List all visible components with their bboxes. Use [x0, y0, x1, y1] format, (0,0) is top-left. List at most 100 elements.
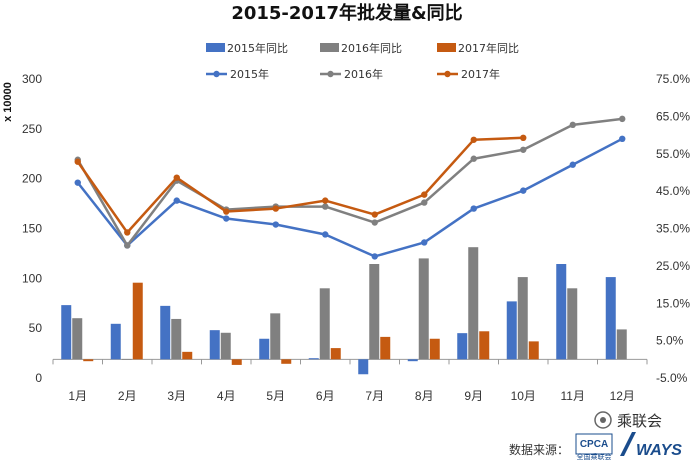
y-left-tick-label: 0 — [35, 371, 42, 385]
point-2015年 — [322, 231, 329, 238]
point-2015年 — [74, 179, 81, 186]
bar-2015年同比 — [407, 359, 418, 362]
bar-2017年同比 — [182, 351, 193, 360]
point-2017年 — [322, 197, 329, 204]
bar-2017年同比 — [429, 338, 440, 360]
legend-label-2015年同比: 2015年同比 — [227, 41, 288, 55]
y-left-tick-label: 250 — [22, 122, 42, 136]
line-series-group — [74, 115, 626, 260]
bar-2016年同比 — [468, 247, 479, 360]
point-2017年 — [173, 174, 180, 181]
y-right-tick-label: 65.0% — [656, 109, 690, 123]
point-2016年 — [322, 203, 329, 210]
y-right-tick-label: 75.0% — [656, 72, 690, 86]
point-2017年 — [470, 136, 477, 143]
y-right-tick-label: 5.0% — [656, 334, 684, 348]
y-left-tick-label: 200 — [22, 172, 42, 186]
legend-label-2017年同比: 2017年同比 — [458, 41, 519, 55]
legend-swatch-2016年同比 — [320, 43, 339, 52]
bar-2015年同比 — [160, 305, 171, 360]
legend-marker-2015年 — [213, 70, 220, 78]
bar-2015年同比 — [556, 264, 567, 360]
x-tick-label: 10月 — [511, 389, 536, 403]
point-2015年 — [272, 221, 279, 228]
point-2016年 — [124, 242, 131, 249]
ways-logo: WAYS — [620, 432, 682, 459]
ways-logo-mark — [620, 432, 636, 456]
bar-2016年同比 — [369, 264, 380, 360]
point-2017年 — [74, 158, 81, 165]
bar-2016年同比 — [171, 318, 182, 360]
wechat-icon — [594, 411, 612, 429]
point-2015年 — [470, 205, 477, 212]
axes: 0 50 100 150 200 250 300 -5.0% 5.0% 15.0% 25.0% 35.… — [22, 72, 690, 403]
y-axis-unit-label: x 10000 — [2, 82, 14, 122]
legend-label-2016年: 2016年 — [344, 67, 383, 81]
y-left-tick-label: 100 — [22, 271, 42, 285]
legend-label-2016年同比: 2016年同比 — [341, 41, 402, 55]
x-tick-label: 8月 — [415, 389, 434, 403]
x-tick-label: 11月 — [561, 389, 585, 403]
x-tick-label: 5月 — [266, 389, 285, 403]
bar-2016年同比 — [270, 313, 281, 360]
point-2017年 — [520, 134, 527, 142]
point-2015年 — [173, 197, 180, 204]
source-label: 数据来源： — [509, 442, 569, 457]
legend-marker-2016年 — [327, 70, 334, 78]
point-2015年 — [569, 161, 576, 168]
legend-swatch-2015年同比 — [206, 43, 225, 52]
bar-2016年同比 — [72, 318, 83, 360]
bar-2015年同比 — [358, 359, 369, 375]
x-tick-label: 3月 — [167, 389, 186, 403]
line-2016年 — [76, 117, 623, 247]
bar-2017年同比 — [330, 348, 341, 360]
point-2016年 — [520, 146, 527, 153]
x-tick-label: 12月 — [610, 389, 635, 403]
y-right-tick-label: -5.0% — [656, 371, 688, 385]
cpca-logo-text: CPCA — [580, 439, 608, 450]
bar-2017年同比 — [380, 336, 391, 360]
wechat-brand: 乘联会 — [594, 411, 662, 430]
point-2015年 — [520, 187, 527, 194]
bar-series-group — [61, 247, 627, 375]
point-2017年 — [272, 205, 279, 212]
bar-2015年同比 — [605, 277, 616, 360]
point-2016年 — [619, 115, 626, 123]
point-2017年 — [124, 229, 131, 236]
bar-2016年同比 — [121, 358, 132, 360]
y-right-tick-label: 45.0% — [656, 184, 690, 198]
point-2016年 — [470, 155, 477, 162]
bar-2016年同比 — [418, 258, 429, 360]
y-left-tick-label: 150 — [22, 222, 42, 236]
y-right-tick-label: 35.0% — [656, 222, 690, 236]
bar-2015年同比 — [457, 333, 468, 360]
point-2016年 — [569, 121, 576, 129]
y-right-tick-label: 55.0% — [656, 147, 690, 161]
chart-title: 2015-2017年批发量&同比 — [231, 2, 462, 24]
point-2017年 — [421, 191, 428, 198]
legend-label-2015年: 2015年 — [230, 67, 269, 81]
x-tick-label: 4月 — [217, 389, 236, 403]
point-2015年 — [371, 253, 378, 260]
y-left-tick-label: 50 — [29, 321, 43, 335]
cpca-logo-subtext: 全国乘联会 — [577, 452, 612, 461]
line-2015年 — [76, 137, 623, 258]
bar-2017年同比 — [132, 282, 143, 360]
ways-logo-text: WAYS — [636, 442, 682, 459]
point-2016年 — [421, 199, 428, 206]
point-2017年 — [223, 208, 230, 215]
bar-2016年同比 — [616, 329, 627, 360]
bar-2017年同比 — [528, 341, 539, 360]
x-tick-label: 6月 — [316, 389, 335, 403]
bar-2016年同比 — [517, 277, 528, 360]
y-right-tick-label: 25.0% — [656, 259, 690, 273]
x-tick-label: 1月 — [68, 389, 87, 403]
bar-2015年同比 — [259, 338, 270, 360]
legend-label-2017年: 2017年 — [461, 67, 500, 81]
cpca-logo: CPCA 全国乘联会 — [575, 433, 613, 461]
point-2015年 — [421, 239, 428, 246]
point-2015年 — [619, 135, 626, 142]
bar-2016年同比 — [567, 288, 578, 360]
bar-2017年同比 — [231, 359, 242, 365]
bar-2015年同比 — [209, 330, 220, 360]
